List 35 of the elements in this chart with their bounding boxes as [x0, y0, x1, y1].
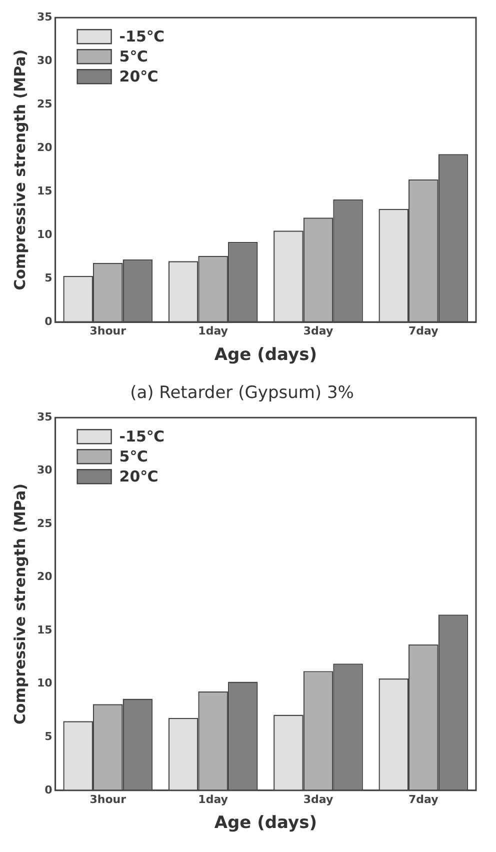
y-tick-label: 5	[44, 730, 52, 743]
legend-label: 5℃	[119, 47, 148, 66]
y-axis-title: Compressive strength (MPa)	[10, 484, 29, 724]
x-tick-label: 7day	[408, 324, 438, 338]
y-tick-label: 25	[36, 97, 52, 110]
y-tick-label: 35	[36, 410, 52, 424]
y-tick-label: 5	[44, 271, 52, 284]
x-tick-label: 3day	[303, 324, 334, 338]
legend-label: 20℃	[119, 467, 158, 486]
x-tick-label: 1day	[198, 324, 228, 338]
y-tick-label: 10	[36, 228, 53, 241]
legend-label: 20℃	[119, 67, 158, 86]
y-tick-label: 0	[44, 314, 53, 328]
y-tick-label: 30	[36, 54, 53, 67]
y-tick-label: 0	[44, 783, 53, 796]
y-tick-label: 10	[36, 676, 53, 690]
legend-label: -15℃	[119, 427, 165, 446]
x-tick-label: 3day	[303, 792, 334, 806]
y-tick-label: 15	[36, 184, 52, 198]
y-tick-label: 20	[36, 570, 53, 584]
x-tick-label: 3hour	[90, 792, 127, 806]
x-axis-title: Age (days)	[214, 813, 317, 834]
y-tick-label: 35	[36, 10, 52, 24]
y-tick-label: 20	[36, 140, 53, 154]
y-tick-label: 25	[36, 516, 52, 530]
x-tick-label: 1day	[198, 792, 228, 806]
text: (a) Retarder (Gypsum) 3%	[130, 383, 354, 404]
legend-label: 5℃	[119, 447, 148, 466]
legend-label: -15℃	[119, 27, 165, 46]
x-tick-label: 7day	[408, 792, 438, 806]
x-axis-title: Age (days)	[214, 344, 317, 365]
y-tick-label: 30	[36, 464, 53, 477]
y-axis-title: Compressive strength (MPa)	[10, 49, 29, 290]
y-tick-label: 15	[36, 623, 52, 636]
x-tick-label: 3hour	[90, 324, 127, 338]
